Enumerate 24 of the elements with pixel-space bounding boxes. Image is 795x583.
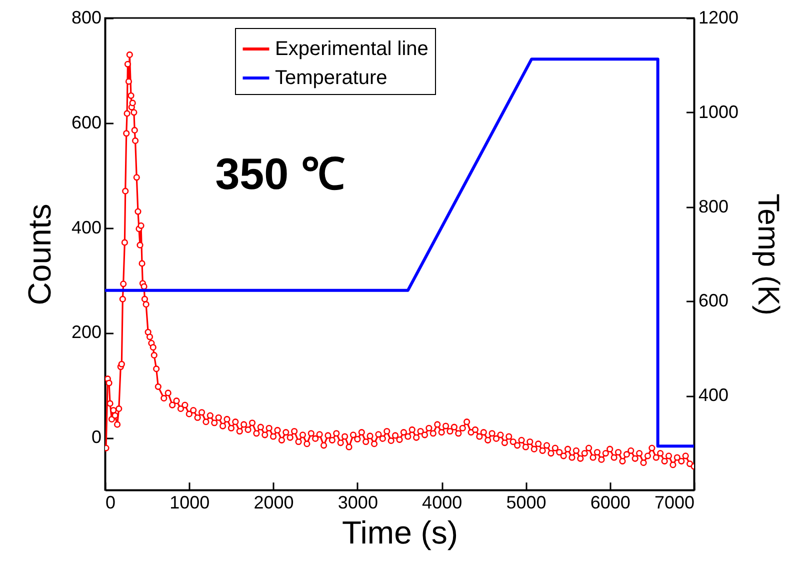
y-tick-label: 400 (71, 217, 102, 238)
y-tick-label: 800 (71, 8, 102, 28)
x-tick-label: 4000 (422, 492, 462, 512)
y-tick-label: 600 (71, 112, 102, 132)
y-axis-title: Counts (21, 204, 58, 306)
x-axis-title: Time (s) (342, 514, 458, 550)
y2-axis-title: Temp (K) (752, 194, 785, 316)
y2-tick-label: 400 (698, 385, 729, 406)
y2-tick-label: 800 (698, 196, 729, 216)
x-tick-label: 7000 (654, 492, 694, 512)
x-tick-label: 5000 (506, 492, 546, 512)
x-tick-label: 2000 (254, 492, 294, 512)
legend-label: Temperature (275, 67, 388, 89)
y-tick-label: 200 (71, 322, 102, 342)
x-tick-label: 6000 (590, 492, 630, 512)
y2-tick-label: 1200 (698, 8, 739, 28)
y2-tick-label: 1000 (698, 102, 739, 122)
x-tick-label: 0 (106, 492, 116, 512)
legend-label: Experimental line (275, 38, 428, 60)
x-tick-label: 3000 (338, 492, 378, 512)
y-tick-label: 0 (91, 427, 102, 448)
x-tick-label: 1000 (170, 492, 210, 512)
y2-tick-label: 600 (698, 290, 729, 311)
annotation: 350 ℃ (215, 150, 345, 199)
